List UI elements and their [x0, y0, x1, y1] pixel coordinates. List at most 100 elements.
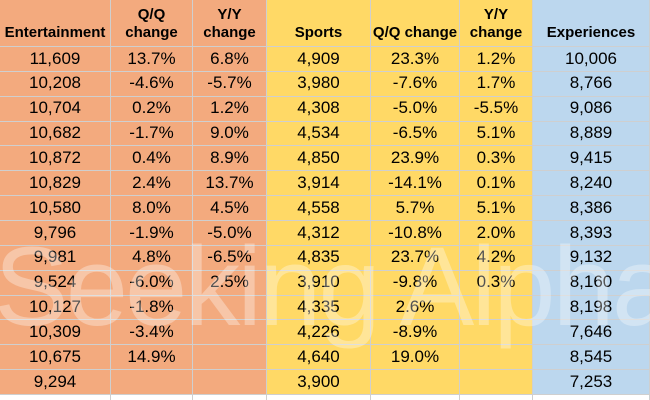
cell-sports_qq_change-row14[interactable]	[371, 370, 460, 396]
cell-ent_yy_change-row6[interactable]: 13.7%	[193, 171, 267, 197]
cell-ent_yy_change-row10[interactable]: 2.5%	[193, 270, 267, 296]
cell-experiences-row5[interactable]: 9,415	[533, 146, 650, 172]
cell-sports-row9[interactable]: 4,835	[267, 245, 371, 271]
empty-cell-entertainment[interactable]	[0, 395, 111, 400]
cell-sports_qq_change-row6[interactable]: -14.1%	[371, 171, 460, 197]
cell-ent_qq_change-row3[interactable]: 0.2%	[111, 96, 193, 122]
cell-entertainment-row12[interactable]: 10,309	[0, 320, 111, 346]
cell-sports_yy_change-row11[interactable]	[460, 295, 533, 321]
cell-experiences-row13[interactable]: 8,545	[533, 345, 650, 371]
cell-sports-row4[interactable]: 4,534	[267, 121, 371, 147]
cell-entertainment-row1[interactable]: 11,609	[0, 47, 111, 72]
cell-sports_qq_change-row2[interactable]: -7.6%	[371, 71, 460, 97]
cell-sports_yy_change-row5[interactable]: 0.3%	[460, 146, 533, 172]
cell-sports_yy_change-row8[interactable]: 2.0%	[460, 221, 533, 246]
cell-sports_qq_change-row10[interactable]: -9.8%	[371, 270, 460, 296]
cell-sports_yy_change-row12[interactable]	[460, 320, 533, 346]
cell-sports_yy_change-row14[interactable]	[460, 370, 533, 396]
cell-ent_qq_change-row4[interactable]: -1.7%	[111, 121, 193, 147]
empty-cell-experiences[interactable]	[533, 395, 650, 400]
cell-sports_yy_change-row13[interactable]	[460, 345, 533, 371]
header-ent_yy_change[interactable]: Y/Y change	[193, 0, 267, 47]
cell-sports-row2[interactable]: 3,980	[267, 71, 371, 97]
cell-sports_yy_change-row10[interactable]: 0.3%	[460, 270, 533, 296]
empty-cell-ent_qq_change[interactable]	[111, 395, 193, 400]
cell-experiences-row2[interactable]: 8,766	[533, 71, 650, 97]
cell-entertainment-row13[interactable]: 10,675	[0, 345, 111, 371]
header-sports_yy_change[interactable]: Y/Y change	[460, 0, 533, 47]
cell-ent_qq_change-row2[interactable]: -4.6%	[111, 71, 193, 97]
cell-ent_qq_change-row6[interactable]: 2.4%	[111, 171, 193, 197]
cell-entertainment-row8[interactable]: 9,796	[0, 221, 111, 246]
cell-sports_yy_change-row3[interactable]: -5.5%	[460, 96, 533, 122]
cell-sports_qq_change-row4[interactable]: -6.5%	[371, 121, 460, 147]
cell-sports_qq_change-row13[interactable]: 19.0%	[371, 345, 460, 371]
cell-experiences-row4[interactable]: 8,889	[533, 121, 650, 147]
cell-sports-row12[interactable]: 4,226	[267, 320, 371, 346]
cell-ent_yy_change-row13[interactable]	[193, 345, 267, 371]
cell-entertainment-row3[interactable]: 10,704	[0, 96, 111, 122]
cell-sports-row10[interactable]: 3,910	[267, 270, 371, 296]
cell-entertainment-row6[interactable]: 10,829	[0, 171, 111, 197]
cell-sports-row1[interactable]: 4,909	[267, 47, 371, 72]
cell-experiences-row3[interactable]: 9,086	[533, 96, 650, 122]
cell-entertainment-row7[interactable]: 10,580	[0, 196, 111, 222]
cell-sports_yy_change-row9[interactable]: 4.2%	[460, 245, 533, 271]
cell-entertainment-row4[interactable]: 10,682	[0, 121, 111, 147]
cell-ent_qq_change-row7[interactable]: 8.0%	[111, 196, 193, 222]
cell-sports_qq_change-row12[interactable]: -8.9%	[371, 320, 460, 346]
cell-ent_yy_change-row7[interactable]: 4.5%	[193, 196, 267, 222]
cell-experiences-row8[interactable]: 8,393	[533, 221, 650, 246]
cell-ent_yy_change-row14[interactable]	[193, 370, 267, 396]
empty-cell-sports_yy_change[interactable]	[460, 395, 533, 400]
cell-ent_yy_change-row9[interactable]: -6.5%	[193, 245, 267, 271]
cell-ent_qq_change-row14[interactable]	[111, 370, 193, 396]
cell-ent_qq_change-row11[interactable]: -1.8%	[111, 295, 193, 321]
cell-ent_qq_change-row13[interactable]: 14.9%	[111, 345, 193, 371]
cell-entertainment-row5[interactable]: 10,872	[0, 146, 111, 172]
header-sports_qq_change[interactable]: Q/Q change	[371, 0, 460, 47]
cell-sports_qq_change-row9[interactable]: 23.7%	[371, 245, 460, 271]
header-ent_qq_change[interactable]: Q/Q change	[111, 0, 193, 47]
cell-sports_qq_change-row7[interactable]: 5.7%	[371, 196, 460, 222]
cell-experiences-row12[interactable]: 7,646	[533, 320, 650, 346]
cell-sports_yy_change-row7[interactable]: 5.1%	[460, 196, 533, 222]
cell-sports_qq_change-row11[interactable]: 2.6%	[371, 295, 460, 321]
cell-sports-row6[interactable]: 3,914	[267, 171, 371, 197]
empty-cell-sports[interactable]	[267, 395, 371, 400]
cell-experiences-row6[interactable]: 8,240	[533, 171, 650, 197]
cell-ent_yy_change-row5[interactable]: 8.9%	[193, 146, 267, 172]
cell-entertainment-row2[interactable]: 10,208	[0, 71, 111, 97]
cell-ent_yy_change-row1[interactable]: 6.8%	[193, 47, 267, 72]
cell-ent_yy_change-row11[interactable]	[193, 295, 267, 321]
cell-ent_yy_change-row8[interactable]: -5.0%	[193, 221, 267, 246]
cell-sports_qq_change-row1[interactable]: 23.3%	[371, 47, 460, 72]
empty-cell-sports_qq_change[interactable]	[371, 395, 460, 400]
cell-sports_qq_change-row3[interactable]: -5.0%	[371, 96, 460, 122]
cell-ent_qq_change-row10[interactable]: -6.0%	[111, 270, 193, 296]
header-sports[interactable]: Sports	[267, 0, 371, 47]
cell-ent_qq_change-row1[interactable]: 13.7%	[111, 47, 193, 72]
cell-sports_qq_change-row5[interactable]: 23.9%	[371, 146, 460, 172]
cell-sports-row8[interactable]: 4,312	[267, 221, 371, 246]
cell-ent_yy_change-row3[interactable]: 1.2%	[193, 96, 267, 122]
cell-sports-row3[interactable]: 4,308	[267, 96, 371, 122]
cell-sports-row13[interactable]: 4,640	[267, 345, 371, 371]
cell-ent_qq_change-row5[interactable]: 0.4%	[111, 146, 193, 172]
cell-entertainment-row11[interactable]: 10,127	[0, 295, 111, 321]
cell-sports-row14[interactable]: 3,900	[267, 370, 371, 396]
cell-ent_yy_change-row12[interactable]	[193, 320, 267, 346]
cell-experiences-row1[interactable]: 10,006	[533, 47, 650, 72]
cell-ent_qq_change-row9[interactable]: 4.8%	[111, 245, 193, 271]
cell-sports_qq_change-row8[interactable]: -10.8%	[371, 221, 460, 246]
cell-experiences-row7[interactable]: 8,386	[533, 196, 650, 222]
cell-experiences-row11[interactable]: 8,198	[533, 295, 650, 321]
empty-cell-ent_yy_change[interactable]	[193, 395, 267, 400]
cell-sports_yy_change-row4[interactable]: 5.1%	[460, 121, 533, 147]
cell-experiences-row10[interactable]: 8,160	[533, 270, 650, 296]
cell-sports_yy_change-row2[interactable]: 1.7%	[460, 71, 533, 97]
header-entertainment[interactable]: Entertainment	[0, 0, 111, 47]
cell-sports_yy_change-row6[interactable]: 0.1%	[460, 171, 533, 197]
cell-ent_qq_change-row12[interactable]: -3.4%	[111, 320, 193, 346]
header-experiences[interactable]: Experiences	[533, 0, 650, 47]
